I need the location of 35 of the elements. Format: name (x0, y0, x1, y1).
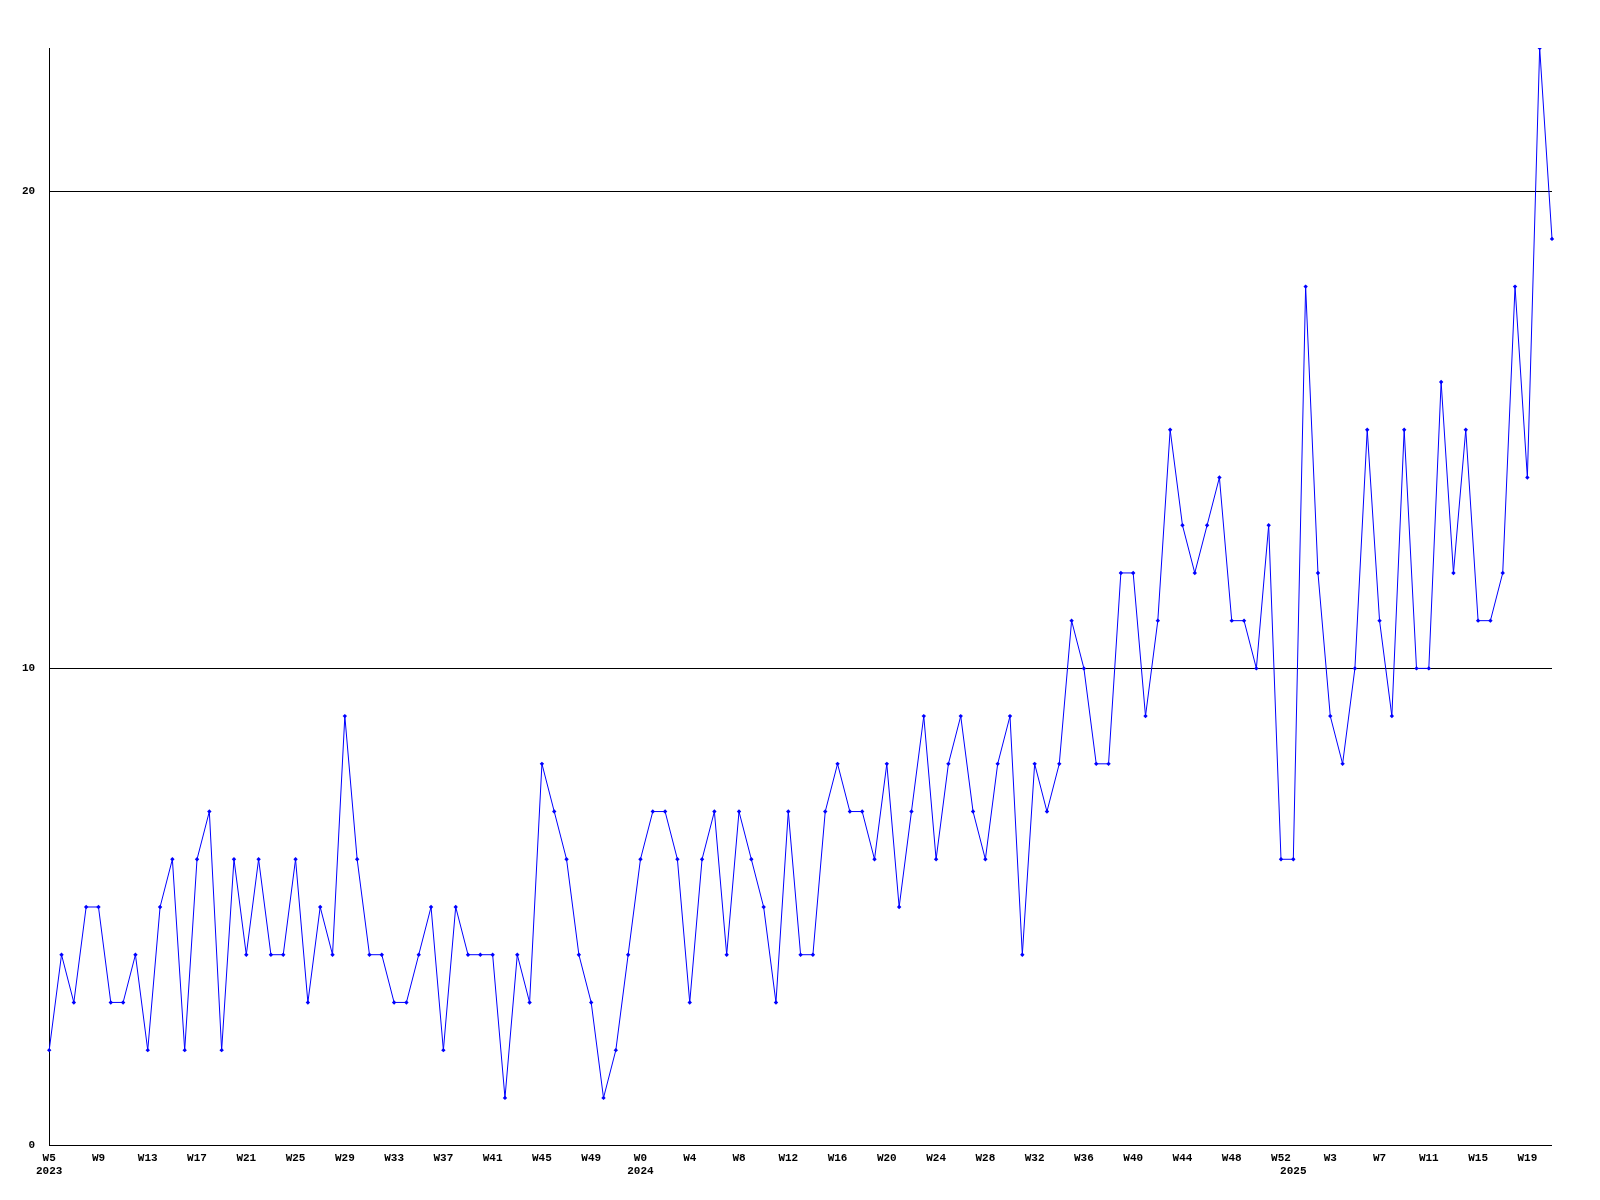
x-tick-label: W36 (1074, 1151, 1094, 1164)
x-tick-label: W25 (285, 1151, 306, 1164)
x-tick-label: W33 (384, 1151, 405, 1164)
x-tick-label: W21 (236, 1151, 257, 1164)
y-tick-label: 10 (22, 662, 36, 675)
x-tick-label: W3 (1323, 1151, 1338, 1164)
x-tick-label: W4 (683, 1151, 697, 1164)
x-tick-label: W28 (975, 1151, 996, 1164)
y-tick-label: 0 (28, 1139, 36, 1152)
x-tick-label: W45 (532, 1151, 553, 1164)
x-tick-label: W5 2023 (36, 1151, 63, 1178)
x-tick-label: W48 (1221, 1151, 1243, 1164)
x-tick-label: W49 (581, 1151, 602, 1164)
x-tick-label: W7 (1372, 1151, 1387, 1164)
x-tick-label: W15 (1468, 1151, 1489, 1164)
x-tick-label: W29 (334, 1151, 355, 1164)
x-tick-label: W12 (778, 1151, 799, 1164)
x-tick-label: W20 (876, 1151, 897, 1164)
x-tick-label: W44 (1172, 1151, 1193, 1164)
x-tick-label: W40 (1123, 1151, 1144, 1164)
x-tick-label: W41 (482, 1151, 503, 1164)
x-tick-label: W17 (187, 1151, 207, 1164)
x-tick-label: W37 (433, 1151, 454, 1164)
x-tick-label: W0 2024 (627, 1151, 655, 1178)
x-tick-label: W24 (926, 1151, 947, 1164)
x-tick-label: W19 (1517, 1151, 1538, 1164)
x-tick-label: W32 (1024, 1151, 1045, 1164)
y-tick-label: 20 (22, 184, 36, 197)
x-tick-label: W16 (827, 1151, 848, 1164)
x-tick-label: W11 (1418, 1151, 1440, 1164)
x-tick-label: W52 (1271, 1151, 1291, 1164)
x-tick-label: W13 (137, 1151, 159, 1164)
x-tick-label: 2025 (1280, 1165, 1307, 1178)
x-tick-label: W8 (732, 1151, 747, 1164)
x-tick-label: W9 (91, 1151, 106, 1164)
